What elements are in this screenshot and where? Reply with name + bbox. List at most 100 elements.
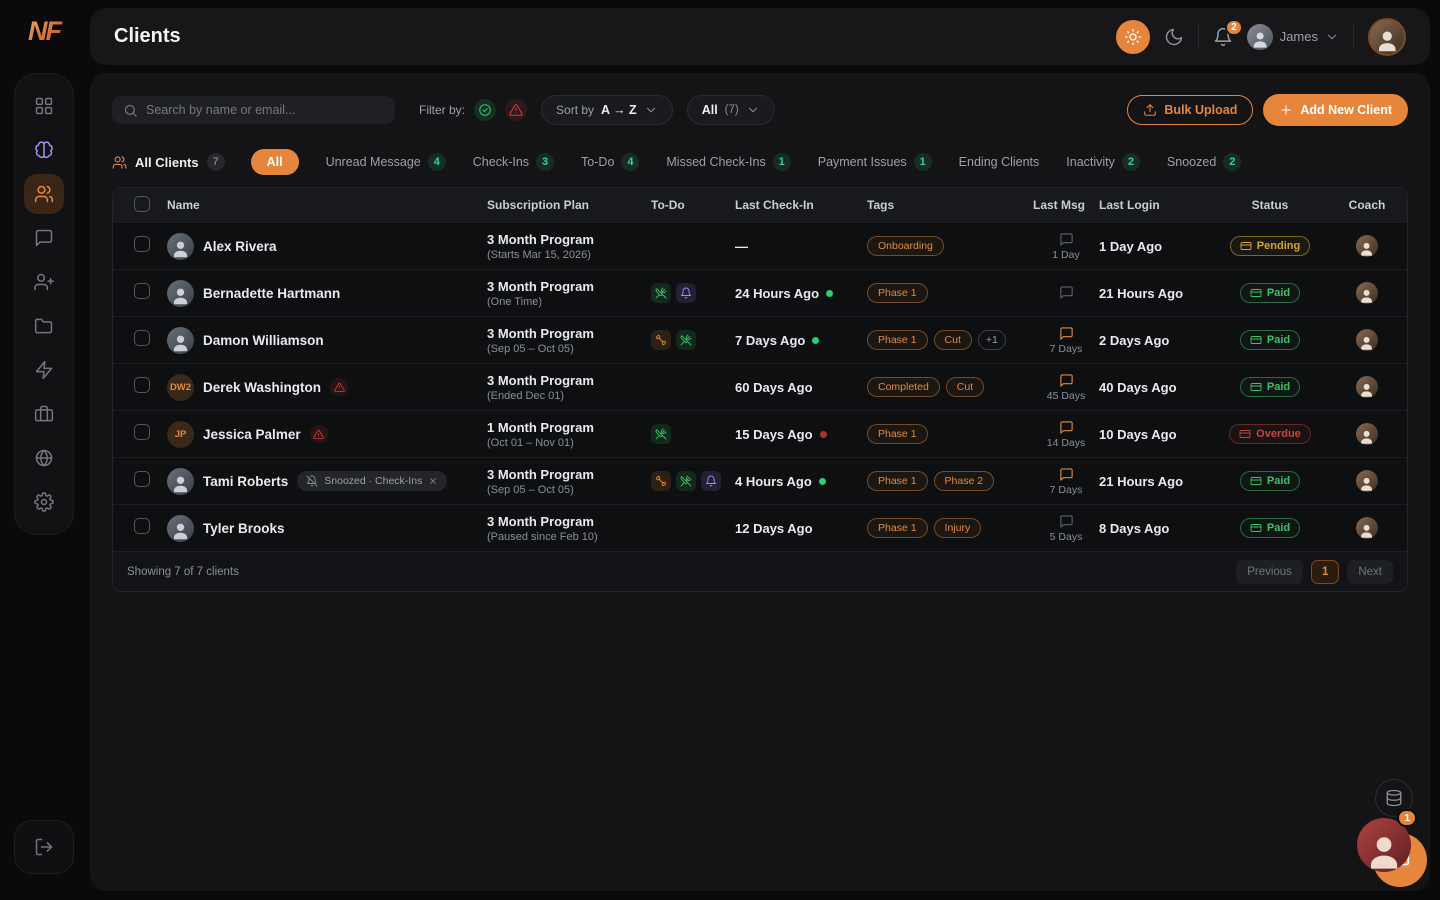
meal-todo-chip[interactable] [676, 330, 696, 350]
last-msg-cell[interactable] [1033, 285, 1099, 302]
last-msg-cell[interactable]: 7 Days [1033, 467, 1099, 496]
notifications-button[interactable]: 2 [1213, 18, 1243, 47]
table-row[interactable]: Alex Rivera 3 Month Program (Starts Mar … [113, 222, 1407, 269]
filter-by-label: Filter by: [419, 103, 466, 117]
dark-mode-button[interactable] [1164, 27, 1184, 47]
client-avatar: DW2 [167, 373, 194, 401]
briefcase-icon [34, 404, 54, 424]
table-row[interactable]: Tyler Brooks 3 Month Program (Paused sin… [113, 504, 1407, 551]
last-checkin: 60 Days Ago [735, 379, 813, 395]
reminder-todo-chip[interactable] [676, 283, 696, 303]
row-checkbox[interactable] [134, 329, 150, 346]
filter-issues-toggle[interactable] [505, 99, 528, 121]
meal-todo-chip[interactable] [676, 471, 696, 491]
last-msg-cell[interactable]: 1 Day [1033, 232, 1099, 261]
add-new-client-label: Add New Client [1300, 103, 1392, 117]
tag-pill: Injury [933, 518, 982, 538]
person-icon [170, 473, 191, 494]
tab-unread-message[interactable]: Unread Message 4 [326, 153, 446, 171]
scope-dropdown[interactable]: All (7) [686, 95, 775, 125]
row-checkbox[interactable] [134, 282, 150, 299]
tag-pill: Cut [945, 377, 985, 397]
sidebar-item-dashboard[interactable] [24, 86, 64, 126]
table-row[interactable]: JP Jessica Palmer 1 Month Program (Oct 0… [113, 410, 1407, 457]
workout-todo-chip[interactable] [651, 471, 671, 491]
folder-icon [34, 316, 54, 336]
tab-snoozed[interactable]: Snoozed 2 [1166, 153, 1242, 171]
table-row[interactable]: Bernadette Hartmann 3 Month Program (One… [113, 269, 1407, 316]
tab-missed-check-ins[interactable]: Missed Check-Ins 1 [666, 153, 791, 171]
previous-page-button[interactable]: Previous [1236, 559, 1303, 584]
person-icon [1358, 522, 1375, 539]
top-bar: Clients 2 James [90, 8, 1430, 65]
logout-button[interactable] [14, 820, 74, 874]
snooze-chip[interactable]: Snoozed · Check-Ins [297, 471, 448, 491]
sidebar-item-add-client[interactable] [24, 262, 64, 302]
chat-widget: 1 [1335, 775, 1427, 887]
sidebar-nav [14, 73, 74, 535]
user-menu[interactable]: James [1246, 23, 1339, 50]
tab-payment-issues[interactable]: Payment Issues 1 [818, 153, 932, 171]
tab-inactivity[interactable]: Inactivity 2 [1066, 153, 1140, 171]
tab-ending-clients[interactable]: Ending Clients [959, 155, 1040, 169]
tab-to-do[interactable]: To-Do 4 [581, 153, 640, 171]
bulk-upload-button[interactable]: Bulk Upload [1127, 95, 1254, 125]
last-msg-cell[interactable]: 7 Days [1033, 326, 1099, 355]
zap-icon [34, 360, 54, 380]
next-page-button[interactable]: Next [1347, 559, 1393, 584]
sidebar-item-messages[interactable] [24, 218, 64, 258]
row-checkbox[interactable] [134, 235, 150, 252]
sidebar-item-website[interactable] [24, 438, 64, 478]
table-row[interactable]: Damon Williamson 3 Month Program (Sep 05… [113, 316, 1407, 363]
message-icon [1059, 326, 1074, 341]
profile-avatar[interactable] [1368, 17, 1406, 56]
row-checkbox[interactable] [134, 376, 150, 393]
plan-subtitle: (Sep 05 – Oct 05) [487, 342, 574, 355]
meal-todo-chip[interactable] [651, 424, 671, 444]
sort-by-value: A → Z [601, 103, 637, 117]
table-row[interactable]: Tami Roberts Snoozed · Check-Ins 3 Month… [113, 457, 1407, 504]
add-new-client-button[interactable]: Add New Client [1263, 94, 1408, 126]
sidebar-item-business[interactable] [24, 394, 64, 434]
all-clients-count: 7 [206, 153, 225, 171]
close-icon[interactable] [428, 476, 438, 486]
table-row[interactable]: DW2 Derek Washington 3 Month Program (En… [113, 363, 1407, 410]
user-name: James [1279, 29, 1318, 44]
users-icon [112, 155, 127, 170]
message-icon [1059, 232, 1074, 247]
light-mode-button[interactable] [1115, 19, 1150, 54]
select-all-checkbox[interactable] [134, 195, 150, 212]
row-checkbox[interactable] [134, 423, 150, 440]
message-icon [1059, 285, 1074, 300]
reminder-todo-chip[interactable] [701, 471, 721, 491]
filter-paid-toggle[interactable] [474, 99, 497, 121]
sidebar-item-files[interactable] [24, 306, 64, 346]
client-name: Derek Washington [203, 379, 322, 395]
sort-by-dropdown[interactable]: Sort by A → Z [541, 95, 673, 125]
client-avatar: JP [167, 420, 194, 448]
client-avatar [167, 232, 194, 260]
current-page-button[interactable]: 1 [1310, 559, 1340, 584]
workout-todo-chip[interactable] [651, 330, 671, 350]
meal-todo-chip[interactable] [651, 283, 671, 303]
all-clients-label: All Clients [135, 154, 199, 170]
sidebar-item-settings[interactable] [24, 482, 64, 522]
last-msg-cell[interactable]: 5 Days [1033, 514, 1099, 543]
tab-all[interactable]: All [250, 149, 299, 175]
last-msg-cell[interactable]: 14 Days [1033, 420, 1099, 449]
tab-label: Snoozed [1166, 155, 1217, 169]
sidebar-item-automations[interactable] [24, 350, 64, 390]
person-icon [1374, 27, 1401, 54]
row-checkbox[interactable] [134, 470, 150, 487]
tag-pill: Completed [867, 377, 940, 397]
sidebar-item-ai[interactable] [24, 130, 64, 170]
search-input[interactable] [146, 103, 384, 117]
assistant-avatar[interactable] [1357, 818, 1411, 872]
tags-overflow-badge[interactable]: +1 [977, 330, 1006, 350]
status-badge: Overdue [1229, 424, 1311, 444]
status-label: Paid [1266, 334, 1291, 346]
last-msg-cell[interactable]: 45 Days [1033, 373, 1099, 402]
tab-check-ins[interactable]: Check-Ins 3 [473, 153, 555, 171]
row-checkbox[interactable] [134, 517, 150, 534]
sidebar-item-clients[interactable] [24, 174, 64, 214]
